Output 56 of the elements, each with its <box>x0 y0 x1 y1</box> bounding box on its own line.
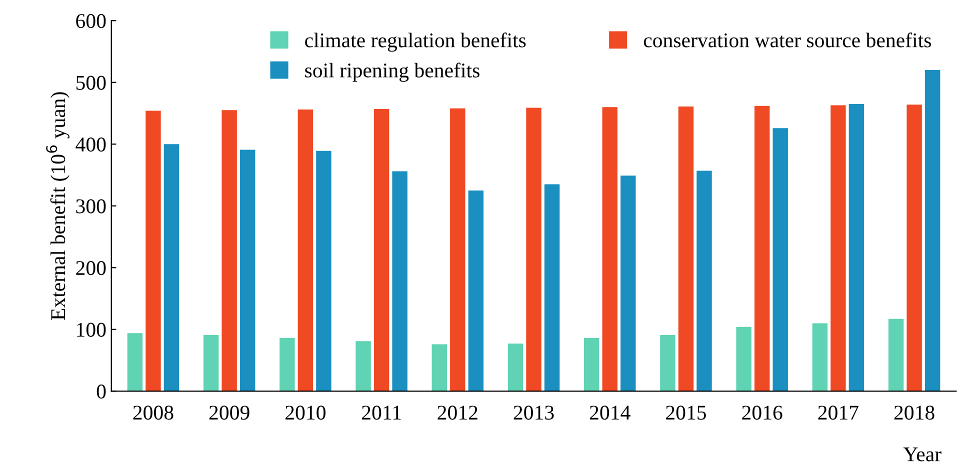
bar <box>888 318 904 392</box>
legend-label: soil ripening benefits <box>305 62 480 82</box>
bar <box>356 341 371 392</box>
x-tick-label: 2016 <box>742 406 782 420</box>
bar <box>584 338 600 392</box>
x-tick-label: 2012 <box>438 406 478 420</box>
bar <box>432 344 447 392</box>
x-axis-title: Year <box>903 448 942 462</box>
bar <box>508 344 524 392</box>
bar <box>374 108 390 392</box>
bar <box>544 184 560 392</box>
bar <box>222 110 237 392</box>
bar <box>620 176 636 392</box>
x-tick-label: 2013 <box>514 406 554 420</box>
x-tick-label: 2017 <box>818 406 858 420</box>
x-tick-label: 2008 <box>133 406 174 420</box>
y-tick-label: 500 <box>76 76 106 90</box>
bar <box>526 108 542 392</box>
bar <box>848 104 864 392</box>
bar <box>280 338 295 392</box>
bar <box>316 150 332 392</box>
bar <box>468 190 484 392</box>
bar <box>298 110 314 392</box>
bar <box>392 171 408 392</box>
bar <box>678 106 694 392</box>
y-tick-label: 300 <box>76 199 106 214</box>
bar <box>146 110 161 392</box>
bar <box>602 107 618 392</box>
bar <box>924 70 940 392</box>
bar <box>754 106 770 392</box>
x-tick-label: 2015 <box>666 406 706 420</box>
y-tick-label: 200 <box>76 261 106 276</box>
bar <box>164 144 180 392</box>
y-tick-label: 600 <box>76 14 106 28</box>
bar <box>450 108 466 392</box>
bar <box>127 333 143 392</box>
legend-label: climate regulation benefits <box>305 32 526 52</box>
x-tick-label: 2010 <box>286 406 326 420</box>
bar <box>660 334 676 392</box>
y-axis-title: External benefit (10$^{6}$ yuan) <box>46 92 70 320</box>
bar <box>772 128 788 392</box>
bar <box>812 323 828 392</box>
bar <box>696 170 712 392</box>
y-tick-label: 400 <box>76 138 106 152</box>
bar <box>830 105 846 392</box>
x-tick-label: 2009 <box>209 406 250 420</box>
x-tick-label: 2011 <box>362 406 401 420</box>
y-tick-label: 100 <box>77 322 106 337</box>
bar <box>203 334 219 392</box>
x-tick-label: 2018 <box>894 406 934 420</box>
x-tick-label: 2014 <box>590 406 630 420</box>
bar <box>736 326 752 392</box>
bar <box>240 150 256 392</box>
bar <box>906 104 922 392</box>
y-tick-label: 0 <box>96 384 106 399</box>
legend-label: conservation water source benefits <box>644 32 931 48</box>
